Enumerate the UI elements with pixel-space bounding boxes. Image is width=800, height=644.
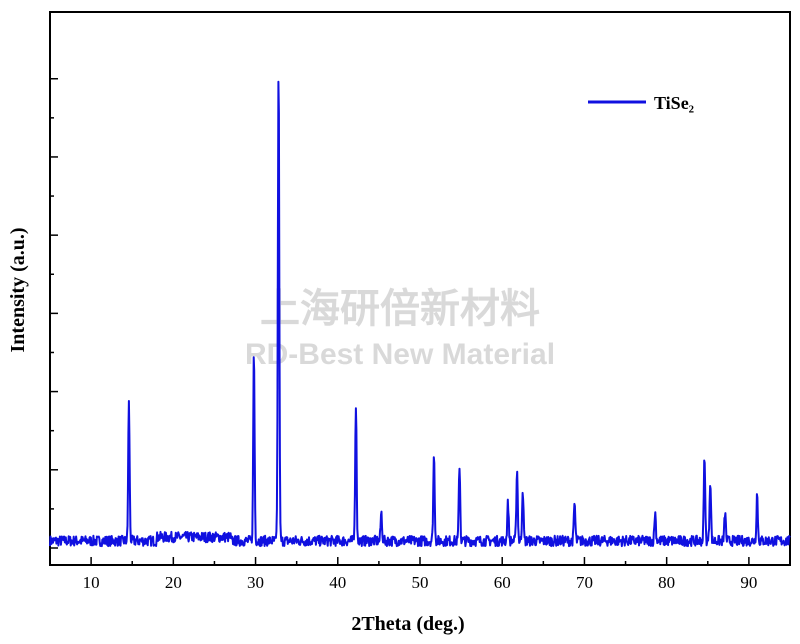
x-tick-label-20: 20 xyxy=(165,573,182,592)
x-tick-labels: 10 20 30 40 50 60 70 80 90 xyxy=(83,573,758,592)
x-tick-label-60: 60 xyxy=(494,573,511,592)
x-tick-label-50: 50 xyxy=(412,573,429,592)
x-tick-label-10: 10 xyxy=(83,573,100,592)
watermark-english: RD-Best New Material xyxy=(245,338,555,371)
legend: TiSe₂ xyxy=(588,93,694,113)
x-axis-label: 2Theta (deg.) xyxy=(351,613,464,635)
x-tick-label-40: 40 xyxy=(329,573,346,592)
x-tick-label-80: 80 xyxy=(658,573,675,592)
x-tick-label-30: 30 xyxy=(247,573,264,592)
tick-marks xyxy=(49,77,791,565)
y-axis-label: Intensity (a.u.) xyxy=(7,227,29,352)
watermark-chinese: 上海研倍新材料 xyxy=(260,286,540,332)
series-line-tise2 xyxy=(49,80,791,548)
x-tick-label-70: 70 xyxy=(576,573,593,592)
x-tick-label-90: 90 xyxy=(740,573,757,592)
legend-label: TiSe₂ xyxy=(654,93,694,113)
